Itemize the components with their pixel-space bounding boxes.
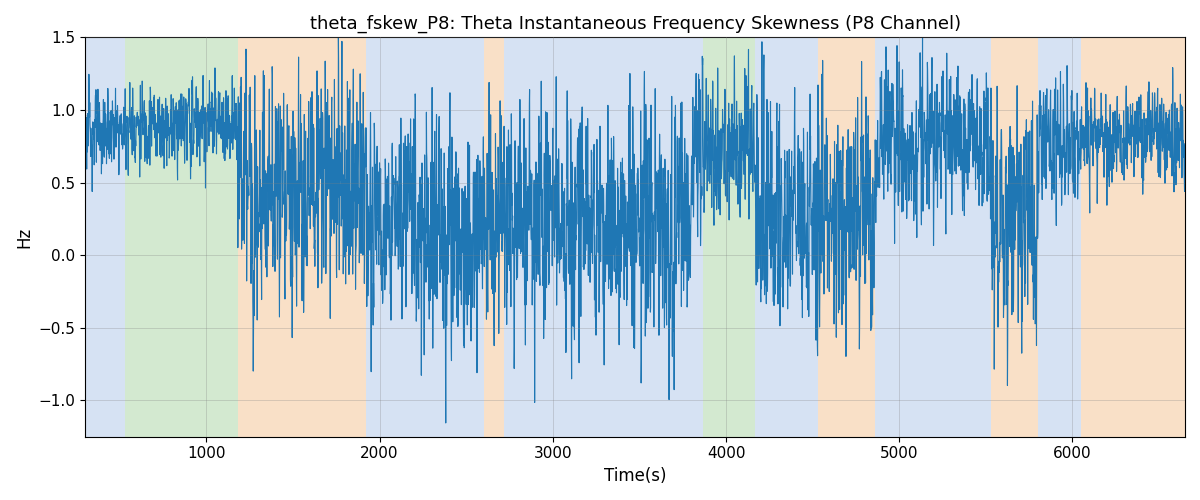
- Bar: [504, 38, 691, 436]
- Bar: [756, 38, 818, 436]
- Bar: [691, 38, 703, 436]
- Bar: [366, 38, 484, 436]
- X-axis label: Time(s): Time(s): [604, 467, 666, 485]
- Bar: [818, 38, 875, 436]
- Title: theta_fskew_P8: Theta Instantaneous Frequency Skewness (P8 Channel): theta_fskew_P8: Theta Instantaneous Freq…: [310, 15, 961, 34]
- Bar: [991, 38, 1038, 436]
- Bar: [1081, 38, 1184, 436]
- Bar: [238, 38, 366, 436]
- Bar: [125, 38, 238, 436]
- Bar: [703, 38, 756, 436]
- Bar: [875, 38, 991, 436]
- Y-axis label: Hz: Hz: [14, 226, 32, 248]
- Bar: [484, 38, 504, 436]
- Bar: [1038, 38, 1081, 436]
- Bar: [85, 38, 125, 436]
